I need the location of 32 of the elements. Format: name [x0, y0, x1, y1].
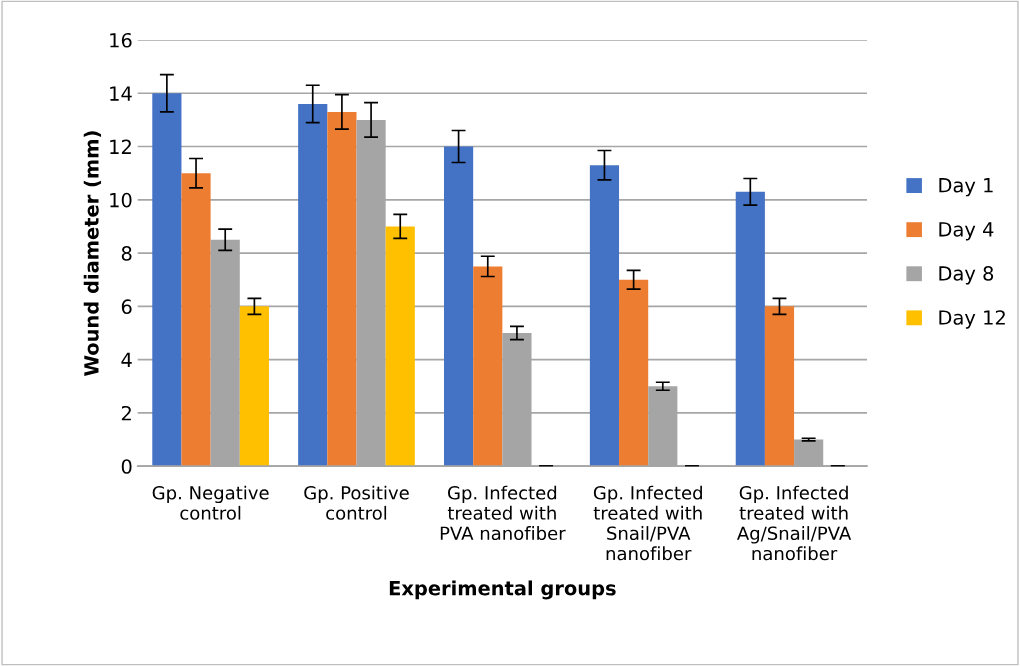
- bar: [735, 191, 765, 467]
- bar: [239, 306, 269, 467]
- x-tick-label: Gp. Negative control: [152, 485, 269, 520]
- legend-label: Day 12: [939, 310, 1005, 329]
- bar: [385, 226, 415, 467]
- y-tick-label: 12: [110, 139, 131, 154]
- y-axis-title: Wound diameter (mm): [83, 131, 102, 376]
- y-tick-label: 8: [121, 246, 132, 261]
- x-tick-label: Gp. Positive control: [304, 485, 409, 520]
- x-tick-label: Gp. Infected treated with Ag/Snail/PVA nanofiber: [737, 485, 852, 561]
- bar: [298, 103, 328, 467]
- bar: [473, 266, 503, 467]
- legend-label: Day 4: [939, 222, 994, 241]
- bar: [619, 279, 649, 467]
- bar: [181, 173, 211, 467]
- x-tick-label: Gp. Infected treated with PVA nanofiber: [440, 485, 566, 541]
- y-tick-label: 14: [110, 86, 132, 101]
- x-tick-label: Gp. Infected treated with Snail/PVA nanofiber: [593, 485, 702, 561]
- x-axis-title: Experimental groups: [389, 580, 616, 600]
- bar: [327, 111, 357, 467]
- y-tick-label: 16: [110, 32, 132, 48]
- bar: [152, 93, 182, 467]
- y-tick-label: 4: [121, 352, 132, 368]
- y-tick-label: 10: [110, 192, 132, 208]
- y-tick-label: 2: [121, 405, 131, 421]
- y-tick-label: 6: [121, 299, 132, 315]
- legend-label: Day 1: [939, 178, 993, 197]
- bar: [589, 165, 620, 467]
- y-tick-label: 0: [121, 459, 132, 474]
- bar: [444, 146, 474, 467]
- bar: [764, 306, 795, 467]
- legend-label: Day 8: [939, 266, 994, 285]
